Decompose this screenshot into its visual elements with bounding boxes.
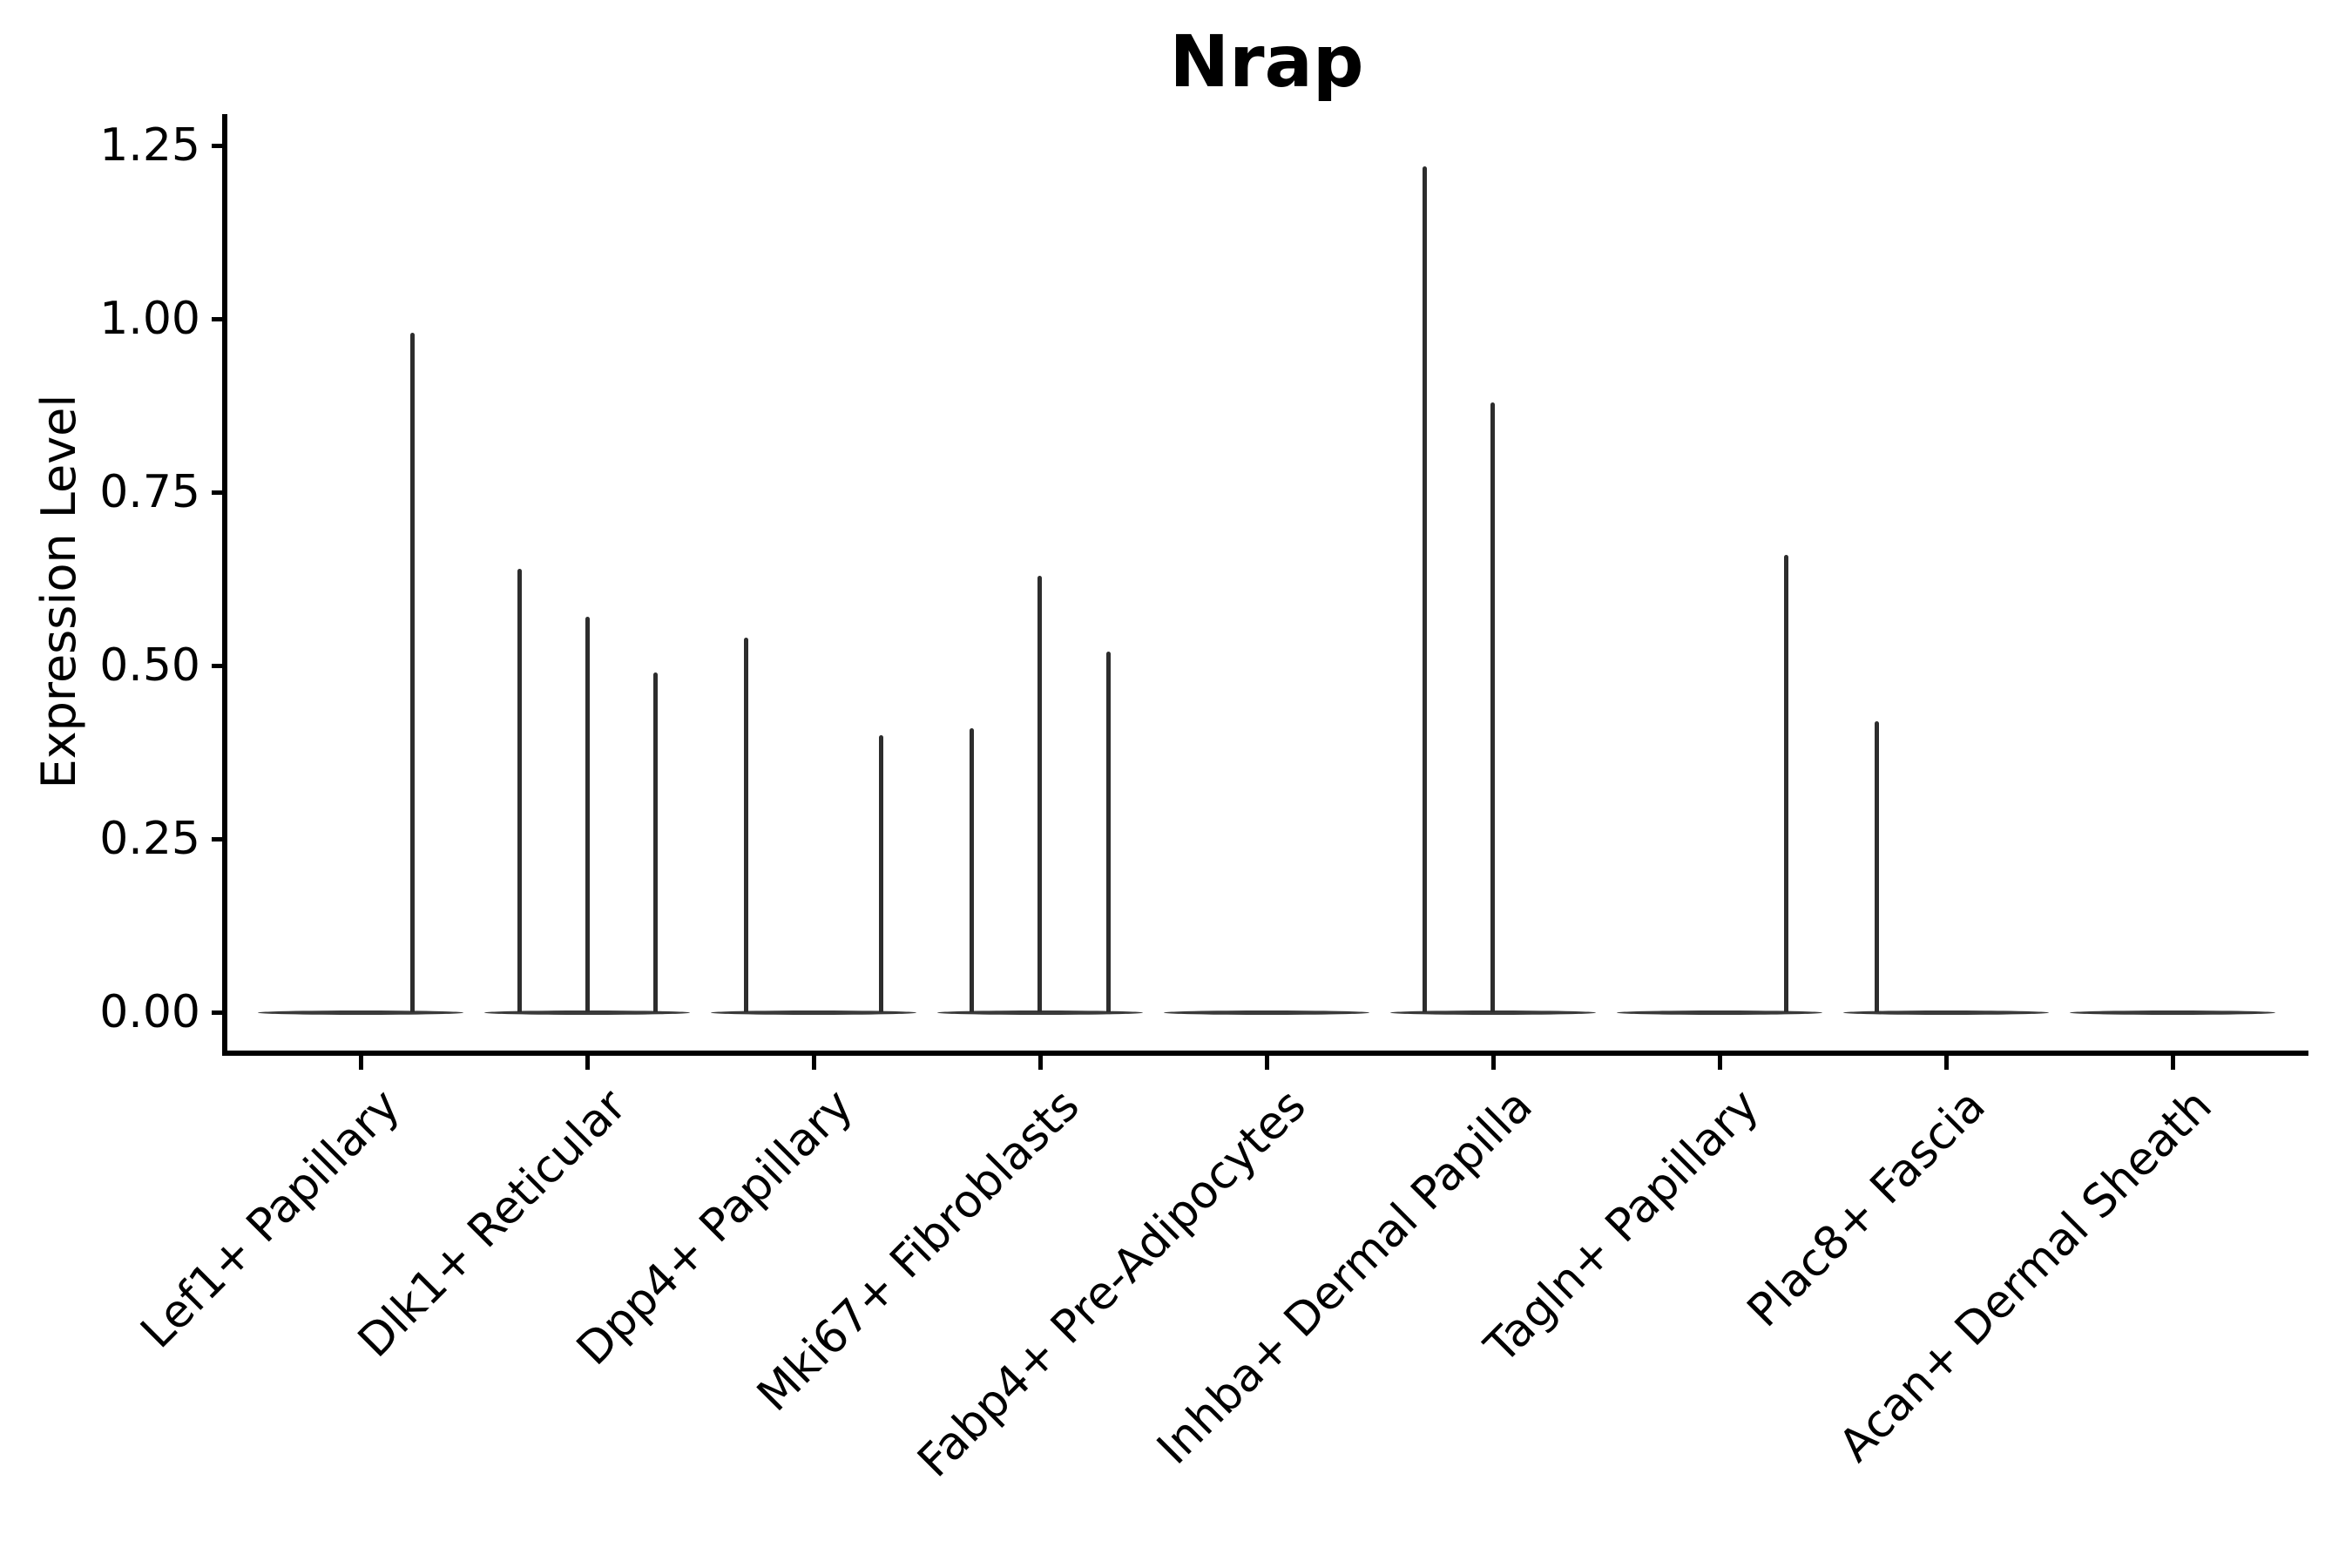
y-tick-mark <box>212 663 225 668</box>
x-tick-mark <box>1717 1056 1722 1070</box>
y-tick-label: 1.25 <box>99 119 200 172</box>
x-tick-mark <box>585 1056 590 1070</box>
y-tick-mark <box>212 490 225 495</box>
x-tick-mark <box>1943 1056 1949 1070</box>
violin-baseline <box>258 1010 463 1015</box>
x-tick-label: Plac8+ Fascia <box>1737 1079 1996 1338</box>
y-tick-label: 0.75 <box>99 466 200 518</box>
violin-spike <box>1874 720 1879 1012</box>
y-tick-mark <box>212 1010 225 1015</box>
violin-baseline <box>937 1010 1143 1015</box>
violin-spike <box>878 734 883 1012</box>
x-tick-label: Inhba+ Dermal Papilla <box>1147 1079 1543 1475</box>
violin-spike <box>1037 575 1042 1012</box>
violin-baseline <box>1617 1010 1822 1015</box>
violin-spike <box>652 672 658 1012</box>
y-tick-mark <box>212 316 225 321</box>
x-tick-mark <box>1264 1056 1269 1070</box>
violin-baseline <box>484 1010 690 1015</box>
violin-spike <box>743 638 748 1012</box>
violin-baseline <box>1843 1010 2049 1015</box>
violin-spike <box>517 568 522 1012</box>
violin-baseline <box>1164 1010 1369 1015</box>
chart-title: Nrap <box>1169 21 1364 104</box>
violin-spike <box>409 332 415 1012</box>
y-tick-mark <box>212 836 225 841</box>
x-axis-line <box>222 1051 2308 1056</box>
x-tick-label: Fabp4+ Pre-Adipocytes <box>908 1079 1316 1488</box>
violin-spike <box>585 617 590 1012</box>
y-tick-label: 0.00 <box>99 986 200 1038</box>
x-tick-mark <box>2170 1056 2175 1070</box>
x-tick-label: Acan+ Dermal Sheath <box>1829 1079 2222 1472</box>
violin-baseline <box>1390 1010 1596 1015</box>
y-tick-label: 0.25 <box>99 813 200 865</box>
violin-spike <box>1105 652 1111 1012</box>
y-tick-label: 0.50 <box>99 639 200 692</box>
violin-baseline <box>2070 1010 2275 1015</box>
x-tick-mark <box>1490 1056 1496 1070</box>
violin-spike <box>1422 166 1427 1012</box>
violin-spike <box>1490 402 1495 1012</box>
y-axis-line <box>222 114 227 1056</box>
x-tick-mark <box>1037 1056 1043 1070</box>
y-tick-label: 1.00 <box>99 293 200 345</box>
violin-baseline <box>711 1010 916 1015</box>
violin-spike <box>1783 554 1788 1012</box>
violin-spike <box>969 727 974 1012</box>
x-tick-mark <box>358 1056 363 1070</box>
x-tick-mark <box>811 1056 816 1070</box>
y-tick-mark <box>212 143 225 148</box>
